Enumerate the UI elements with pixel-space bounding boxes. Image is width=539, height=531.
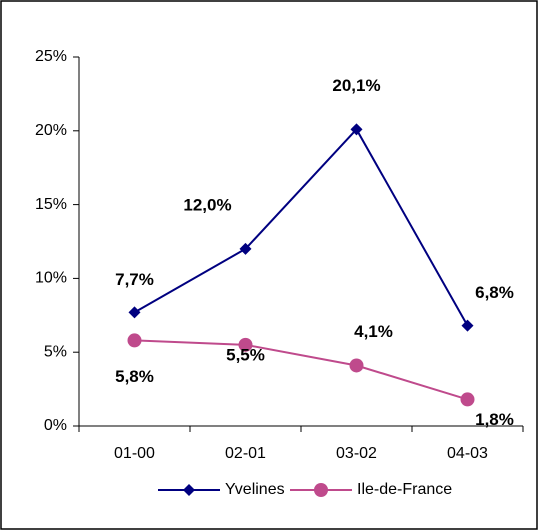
value-label: 12,0%	[183, 195, 231, 214]
value-label: 4,1%	[354, 322, 393, 341]
y-tick-label: 5%	[44, 343, 67, 360]
marker	[314, 483, 328, 497]
y-tick-label: 25%	[35, 48, 67, 65]
value-label: 20,1%	[332, 76, 380, 95]
x-tick-label: 02-01	[225, 445, 266, 462]
y-tick-label: 15%	[35, 196, 67, 213]
x-tick-label: 03-02	[336, 445, 377, 462]
value-label: 7,7%	[115, 270, 154, 289]
value-label: 5,5%	[226, 345, 265, 364]
marker	[239, 242, 252, 255]
marker	[461, 319, 474, 332]
value-label: 5,8%	[115, 367, 154, 386]
marker	[127, 333, 142, 348]
legend-label: Ile-de-France	[357, 481, 452, 498]
x-tick-label: 01-00	[114, 445, 155, 462]
value-label: 6,8%	[475, 283, 514, 302]
marker	[349, 358, 364, 373]
marker	[238, 337, 253, 352]
series-line	[134, 127, 469, 327]
marker	[460, 392, 475, 407]
marker	[183, 484, 195, 496]
y-tick-label: 10%	[35, 270, 67, 287]
y-tick-label: 20%	[35, 122, 67, 139]
marker	[128, 306, 141, 319]
marker	[350, 123, 363, 136]
y-tick-label: 0%	[44, 417, 67, 434]
series-line	[134, 339, 468, 401]
x-tick-label: 04-03	[447, 445, 488, 462]
legend-label: Yvelines	[225, 481, 285, 498]
value-label: 1,8%	[475, 410, 514, 429]
